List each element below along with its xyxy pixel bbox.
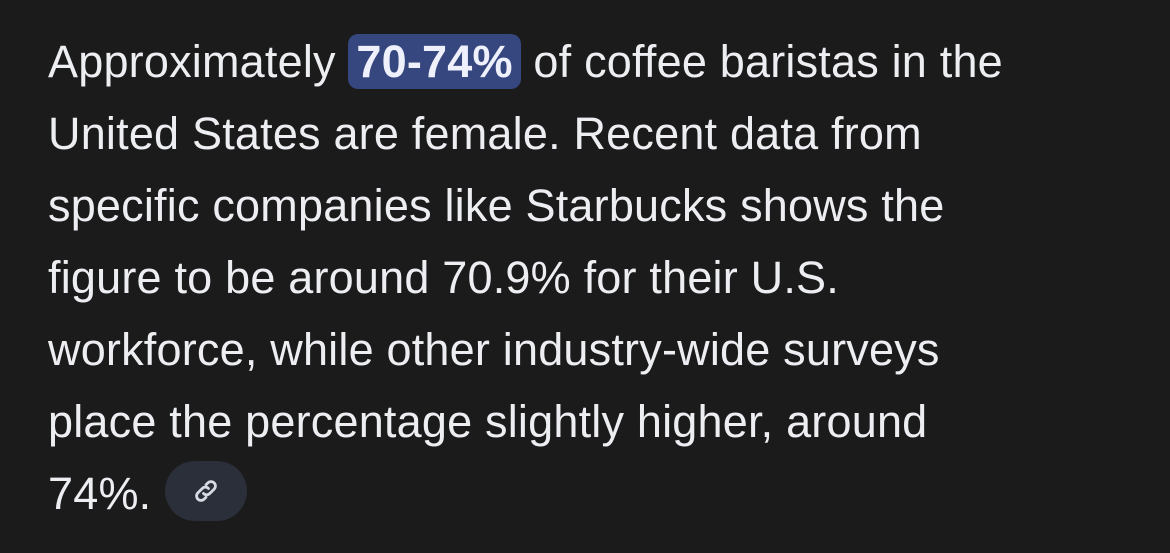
answer-paragraph: Approximately 70-74% of coffee baristas …: [48, 26, 1003, 530]
answer-line: figure to be around 70.9% for their U.S.: [48, 252, 839, 303]
answer-line: 74%.: [48, 458, 1003, 530]
answer-line: place the percentage slightly higher, ar…: [48, 396, 928, 447]
source-link-button[interactable]: [165, 461, 248, 522]
answer-line: Approximately 70-74% of coffee baristas …: [48, 26, 1003, 98]
answer-line: workforce, while other industry-wide sur…: [48, 324, 940, 375]
text-segment: of coffee baristas in the: [520, 36, 1003, 87]
text-segment: Approximately: [48, 36, 349, 87]
answer-line: specific companies like Starbucks shows …: [48, 180, 945, 231]
text-segment: 74%.: [48, 468, 152, 519]
highlighted-figure: 70-74%: [348, 34, 521, 89]
answer-line: United States are female. Recent data fr…: [48, 108, 922, 159]
link-icon: [195, 480, 218, 502]
